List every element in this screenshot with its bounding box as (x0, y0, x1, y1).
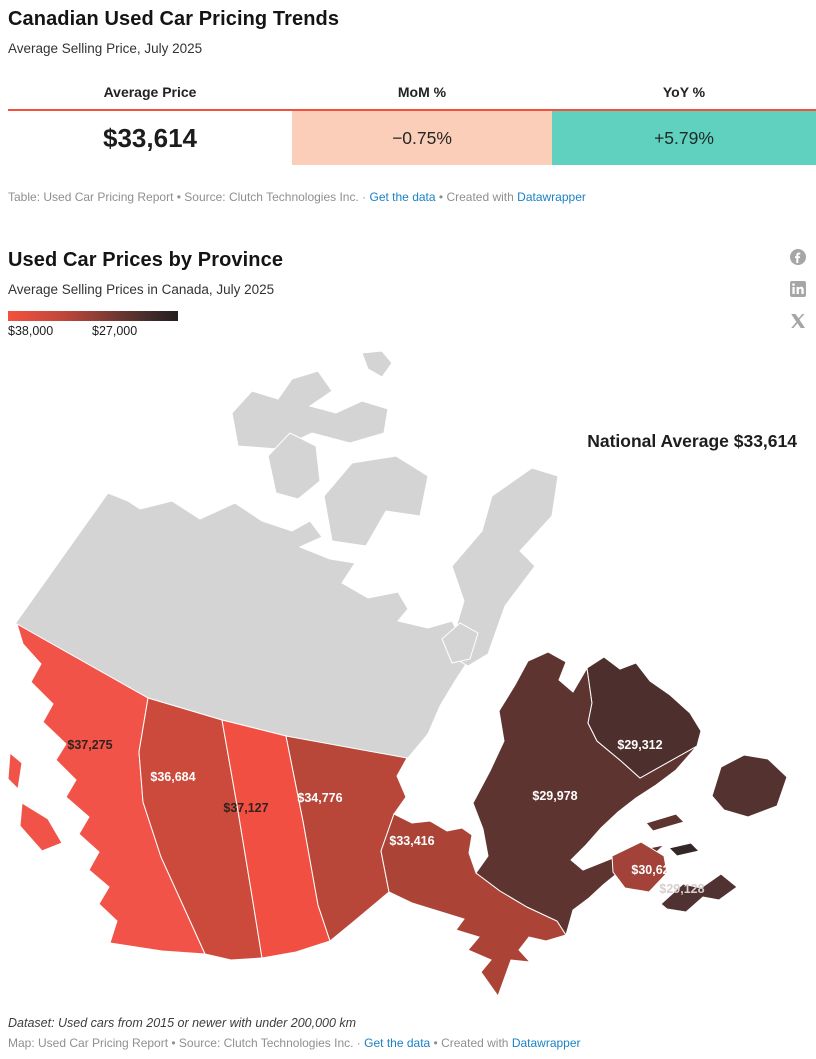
map-module: Used Car Prices by Province Average Sell… (0, 247, 816, 1051)
map-subtitle: Average Selling Prices in Canada, July 2… (8, 282, 275, 297)
share-rail (790, 249, 806, 329)
arctic-island (267, 432, 321, 500)
haida-gwaii[interactable] (7, 751, 23, 791)
map-get-data-link[interactable]: Get the data (364, 1036, 431, 1050)
label-bc: $37,275 (67, 738, 112, 752)
dataset-footnote: Dataset: Used cars from 2015 or newer wi… (8, 1016, 357, 1030)
linkedin-share-icon[interactable] (790, 281, 806, 297)
average-price-value: $33,614 (103, 122, 197, 153)
baffin-island (447, 467, 559, 667)
column-header-mom: MoM % (292, 80, 552, 111)
map-datawrapper-link[interactable]: Datawrapper (511, 1036, 581, 1050)
table-attribution: Table: Used Car Pricing Report • Source:… (8, 190, 586, 204)
column-header-yoy: YoY % (552, 80, 816, 111)
label-mb: $34,776 (297, 791, 342, 805)
facebook-share-icon[interactable] (790, 249, 806, 265)
label-ns: $29,128 (659, 882, 704, 896)
mom-value: −0.75% (292, 110, 552, 165)
color-legend: $38,000 $27,000 (8, 311, 178, 339)
province-ontario[interactable] (380, 813, 567, 998)
table-attribution-source: Table: Used Car Pricing Report • Source:… (8, 190, 367, 204)
label-nl: $29,312 (617, 738, 662, 752)
national-average-annotation: National Average $33,614 (587, 431, 797, 451)
table-title: Canadian Used Car Pricing Trends (8, 8, 340, 30)
map-title: Used Car Prices by Province (8, 249, 284, 271)
province-prince-edward-island[interactable] (668, 842, 700, 857)
legend-gradient-bar (8, 311, 178, 321)
arctic-island (231, 370, 389, 450)
kpi-table: Average Price MoM % YoY % $33,614 −0.75%… (8, 80, 816, 165)
kpi-header-row: Average Price MoM % YoY % (8, 80, 816, 111)
table-get-data-link[interactable]: Get the data (369, 190, 436, 204)
canada-choropleth-map: $37,275 $36,684 $37,127 $34,776 $33,416 … (7, 351, 797, 998)
label-ab: $36,684 (150, 770, 195, 784)
x-share-icon[interactable] (790, 313, 806, 329)
arctic-island (441, 622, 479, 664)
anticosti-island[interactable] (645, 813, 685, 832)
legend-max-label: $27,000 (92, 324, 138, 338)
newfoundland-island[interactable] (711, 754, 788, 818)
table-module: Canadian Used Car Pricing Trends Average… (0, 6, 816, 205)
map-attribution-source: Map: Used Car Pricing Report • Source: C… (8, 1036, 361, 1050)
table-subtitle: Average Selling Price, July 2025 (8, 41, 203, 56)
arctic-island (361, 351, 393, 378)
kpi-data-row: $33,614 −0.75% +5.79% (8, 110, 816, 165)
legend-min-label: $38,000 (8, 324, 54, 338)
territories-region (14, 492, 471, 759)
label-sk: $37,127 (223, 801, 268, 815)
vancouver-island[interactable] (19, 802, 63, 852)
label-qc: $29,978 (532, 789, 577, 803)
label-nb: $30,624 (631, 863, 676, 877)
map-attribution: Map: Used Car Pricing Report • Source: C… (8, 1036, 581, 1050)
province-new-brunswick[interactable] (611, 841, 668, 893)
yoy-value: +5.79% (552, 110, 816, 165)
province-labrador[interactable] (586, 656, 702, 779)
table-datawrapper-link[interactable]: Datawrapper (517, 190, 586, 204)
column-header-average-price: Average Price (8, 80, 292, 111)
label-on: $33,416 (389, 834, 434, 848)
province-nova-scotia[interactable] (660, 873, 738, 913)
arctic-island (323, 455, 429, 547)
